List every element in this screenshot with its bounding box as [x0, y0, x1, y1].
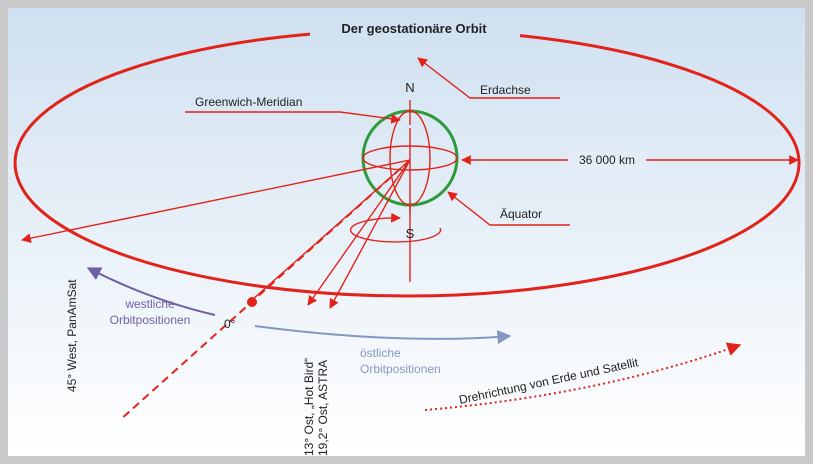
page: Der geostationäre Orbit N S Erdachse Gre… [0, 0, 813, 464]
satellite-zero [247, 297, 257, 307]
meridian-label: Greenwich-Meridian [195, 95, 302, 109]
west-line2: Orbitpositionen [110, 313, 191, 327]
east-line2: Orbitpositionen [360, 362, 441, 376]
axis-label: Erdachse [480, 83, 531, 97]
title: Der geostationäre Orbit [341, 21, 487, 36]
sat-astra: 19,2° Ost, ASTRA [316, 360, 330, 456]
south: S [406, 226, 415, 241]
north: N [405, 80, 414, 95]
zero-label: 0° [224, 317, 236, 331]
sat-west: 45° West, PanAmSat [65, 279, 79, 392]
sat-hotbird: 13° Ost, „Hot Bird“ [302, 358, 316, 456]
equator-label: Äquator [500, 207, 542, 221]
diagram: Der geostationäre Orbit N S Erdachse Gre… [0, 0, 813, 464]
distance-label: 36 000 km [579, 153, 635, 167]
west-line1: westliche [124, 297, 175, 311]
east-line1: östliche [360, 346, 401, 360]
